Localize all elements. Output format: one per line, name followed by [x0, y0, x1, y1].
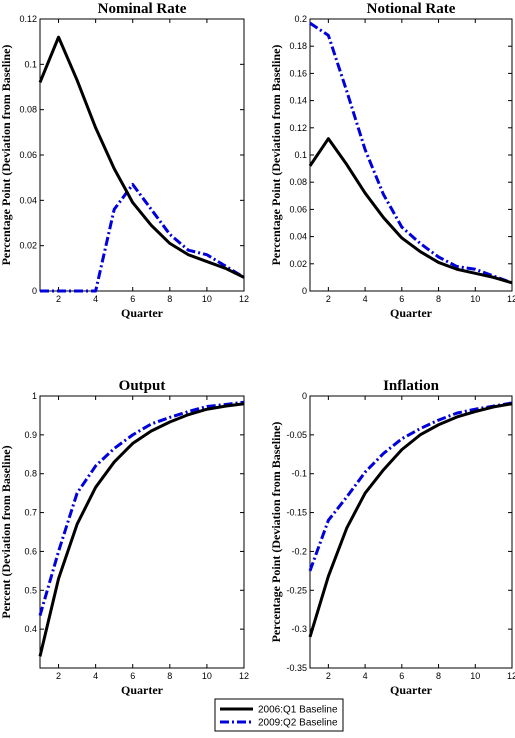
- series-line-1: [38, 35, 245, 279]
- x-axis-label: Quarter: [390, 306, 433, 320]
- chart-panel-3: Output Quarter Percent (Deviation from Bas…: [0, 378, 249, 697]
- y-tick-label: 0.06: [19, 150, 37, 160]
- x-tick-label: 2: [326, 294, 331, 304]
- y-axis-label: Percentage Point (Deviation from Baselin…: [269, 422, 283, 643]
- y-tick-label: 0: [302, 286, 307, 296]
- x-tick-label: 4: [93, 294, 98, 304]
- y-axis-label: Percentage Point (Deviation from Baselin…: [0, 45, 13, 266]
- x-tick-label: 2: [56, 294, 61, 304]
- series-line-1: [308, 137, 513, 285]
- plot-frame: [309, 395, 513, 669]
- chart-panel-2: Notional Rate Quarter Percentage Point (De…: [269, 1, 515, 320]
- legend: 2006:Q1 Baseline 2009:Q2 Baseline: [214, 698, 344, 732]
- x-tick-label: 4: [93, 671, 98, 681]
- chart-title: Output: [119, 378, 166, 394]
- y-tick-label: 0.4: [24, 624, 37, 634]
- x-tick-label: 8: [436, 671, 441, 681]
- chart-title: Inflation: [383, 378, 440, 394]
- x-tick-label: 10: [470, 294, 480, 304]
- x-tick-label: 2: [326, 671, 331, 681]
- x-axis-label: Quarter: [121, 683, 164, 697]
- x-tick-label: 12: [507, 671, 515, 681]
- y-tick-label: 0.12: [289, 123, 307, 133]
- y-tick-label: -0.1: [291, 469, 307, 479]
- series-line-1: [38, 402, 245, 657]
- x-tick-label: 2: [56, 671, 61, 681]
- x-tick-label: 12: [239, 671, 249, 681]
- y-axis-label: Percent (Deviation from Baseline): [0, 445, 13, 618]
- x-axis-label: Quarter: [390, 683, 433, 697]
- x-axis-label: Quarter: [121, 306, 164, 320]
- y-tick-label: 0.9: [24, 430, 37, 440]
- y-tick-label: 0.18: [289, 41, 307, 51]
- y-tick-label: 0.8: [24, 469, 37, 479]
- y-tick-label: 0.1: [24, 59, 37, 69]
- legend-entry-label: 2006:Q1 Baseline: [258, 705, 338, 716]
- series-line-2: [309, 21, 513, 285]
- x-tick-label: 8: [436, 294, 441, 304]
- legend-entry-label: 2009:Q2 Baseline: [258, 718, 338, 729]
- y-tick-label: -0.15: [286, 508, 307, 518]
- y-tick-label: 0.6: [24, 546, 37, 556]
- y-tick-label: -0.35: [286, 663, 307, 673]
- y-tick-label: -0.25: [286, 585, 307, 595]
- x-tick-label: 6: [130, 671, 135, 681]
- plot-frame: [39, 18, 245, 292]
- y-tick-label: 0.06: [289, 204, 307, 214]
- x-tick-label: 4: [363, 671, 368, 681]
- y-tick-label: -0.2: [291, 546, 307, 556]
- x-tick-label: 6: [399, 671, 404, 681]
- chart-panel-1: Nominal Rate Quarter Percentage Point (Dev…: [0, 1, 249, 320]
- y-tick-label: 0.04: [19, 195, 37, 205]
- y-tick-label: 0.02: [289, 259, 307, 269]
- x-tick-label: 6: [399, 294, 404, 304]
- x-tick-label: 10: [202, 294, 212, 304]
- chart-title: Notional Rate: [367, 1, 456, 17]
- x-tick-label: 10: [470, 671, 480, 681]
- chart-title: Nominal Rate: [98, 1, 187, 17]
- y-tick-label: 0.12: [19, 14, 37, 24]
- x-tick-label: 4: [363, 294, 368, 304]
- x-tick-label: 10: [202, 671, 212, 681]
- x-tick-label: 12: [507, 294, 515, 304]
- x-tick-label: 6: [130, 294, 135, 304]
- plot-frame: [39, 395, 245, 669]
- x-tick-label: 8: [167, 671, 172, 681]
- series-line-2: [308, 401, 513, 572]
- y-tick-label: 0.5: [24, 585, 37, 595]
- y-tick-label: 0.14: [289, 96, 307, 106]
- series-line-2: [38, 400, 245, 616]
- y-tick-label: 0.16: [289, 68, 307, 78]
- y-tick-label: 1: [32, 391, 37, 401]
- y-tick-label: 0.08: [19, 105, 37, 115]
- y-tick-label: 0: [302, 391, 307, 401]
- y-tick-label: -0.3: [291, 624, 307, 634]
- y-tick-label: 0.1: [294, 150, 307, 160]
- y-axis-label: Percentage Point (Deviation from Baselin…: [269, 45, 283, 266]
- x-tick-label: 12: [239, 294, 249, 304]
- y-tick-label: 0.04: [289, 232, 307, 242]
- series-line-2: [40, 182, 245, 293]
- series-line-1: [308, 402, 513, 638]
- y-tick-label: 0.02: [19, 241, 37, 251]
- x-tick-label: 8: [167, 294, 172, 304]
- y-tick-label: 0.08: [289, 177, 307, 187]
- legend-box: [214, 698, 344, 732]
- y-tick-label: -0.05: [286, 430, 307, 440]
- y-tick-label: 0: [32, 286, 37, 296]
- y-tick-label: 0.2: [294, 14, 307, 24]
- chart-panel-4: Inflation Quarter Percentage Point (Deviat…: [269, 378, 515, 697]
- y-tick-label: 0.7: [24, 508, 37, 518]
